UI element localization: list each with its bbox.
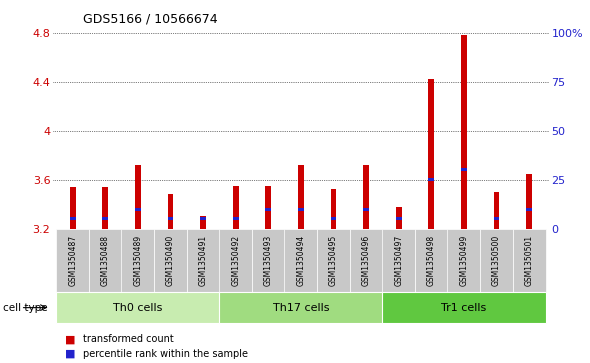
Bar <box>70 217 76 220</box>
Bar <box>428 79 434 229</box>
Bar <box>396 207 402 229</box>
Text: GSM1350488: GSM1350488 <box>101 235 110 286</box>
Text: GSM1350497: GSM1350497 <box>394 235 403 286</box>
Bar <box>461 35 467 229</box>
Text: GSM1350494: GSM1350494 <box>296 235 306 286</box>
Text: Tr1 cells: Tr1 cells <box>441 303 487 313</box>
Bar <box>526 174 532 229</box>
Bar <box>168 217 173 220</box>
Bar <box>102 217 108 220</box>
Text: GSM1350501: GSM1350501 <box>525 235 533 286</box>
Bar <box>494 192 500 229</box>
Bar <box>232 186 238 229</box>
Bar <box>363 208 369 211</box>
Text: GSM1350498: GSM1350498 <box>427 235 436 286</box>
Text: GSM1350496: GSM1350496 <box>362 235 371 286</box>
Bar <box>266 186 271 229</box>
Bar <box>168 195 173 229</box>
Bar <box>526 208 532 211</box>
Bar <box>396 217 402 220</box>
Bar <box>102 187 108 229</box>
Text: GSM1350493: GSM1350493 <box>264 235 273 286</box>
Text: GSM1350492: GSM1350492 <box>231 235 240 286</box>
Text: GSM1350499: GSM1350499 <box>460 235 468 286</box>
Bar <box>461 168 467 171</box>
Text: cell type: cell type <box>3 303 48 313</box>
Bar <box>135 165 141 229</box>
Text: GSM1350491: GSM1350491 <box>199 235 208 286</box>
Bar <box>135 208 141 211</box>
Bar <box>428 178 434 181</box>
Bar <box>363 165 369 229</box>
Text: Th0 cells: Th0 cells <box>113 303 163 313</box>
Text: percentile rank within the sample: percentile rank within the sample <box>83 349 248 359</box>
Bar <box>266 208 271 211</box>
Bar <box>298 208 304 211</box>
Bar <box>232 217 238 220</box>
Text: ■: ■ <box>65 334 76 344</box>
Bar <box>330 217 336 220</box>
Bar <box>200 216 206 229</box>
Text: GSM1350495: GSM1350495 <box>329 235 338 286</box>
Text: GSM1350500: GSM1350500 <box>492 235 501 286</box>
Bar <box>330 189 336 229</box>
Text: GSM1350489: GSM1350489 <box>133 235 142 286</box>
Text: Th17 cells: Th17 cells <box>273 303 329 313</box>
Text: GSM1350490: GSM1350490 <box>166 235 175 286</box>
Bar <box>298 165 304 229</box>
Text: ■: ■ <box>65 349 76 359</box>
Text: GSM1350487: GSM1350487 <box>68 235 77 286</box>
Bar <box>70 187 76 229</box>
Bar <box>494 217 500 220</box>
Text: transformed count: transformed count <box>83 334 173 344</box>
Bar <box>200 217 206 220</box>
Text: GDS5166 / 10566674: GDS5166 / 10566674 <box>83 12 217 25</box>
